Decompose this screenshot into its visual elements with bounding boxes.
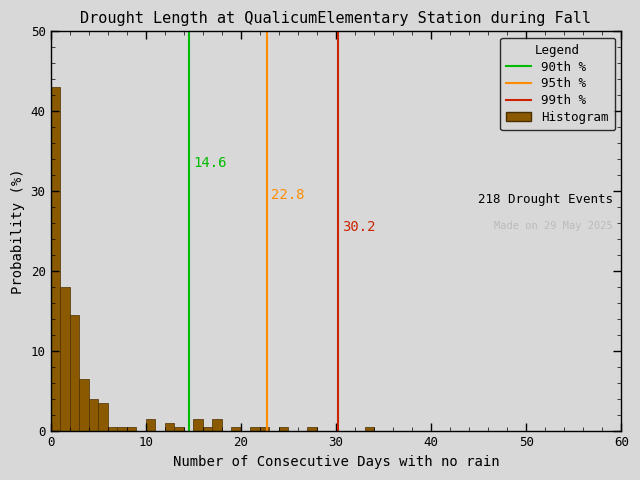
Bar [51, 87, 60, 432]
Title: Drought Length at QualicumElementary Station during Fall: Drought Length at QualicumElementary Sta… [81, 11, 591, 26]
Bar [79, 380, 88, 432]
Y-axis label: Probability (%): Probability (%) [11, 168, 25, 294]
Bar [127, 428, 136, 432]
Bar [164, 423, 174, 432]
Bar [108, 428, 117, 432]
Bar [193, 420, 203, 432]
Bar [174, 428, 184, 432]
Legend: 90th %, 95th %, 99th %, Histogram: 90th %, 95th %, 99th %, Histogram [500, 38, 615, 130]
Text: Made on 29 May 2025: Made on 29 May 2025 [494, 221, 613, 231]
Text: 30.2: 30.2 [342, 220, 375, 234]
Text: 14.6: 14.6 [193, 156, 227, 170]
Bar [117, 428, 127, 432]
Bar [279, 428, 289, 432]
Bar [212, 420, 222, 432]
Bar [307, 428, 317, 432]
Bar [203, 428, 212, 432]
Bar [60, 288, 70, 432]
Bar [70, 315, 79, 432]
Bar [260, 428, 269, 432]
Text: 218 Drought Events: 218 Drought Events [478, 193, 613, 206]
Bar [146, 420, 155, 432]
Text: 22.8: 22.8 [271, 189, 305, 203]
Bar [250, 428, 260, 432]
X-axis label: Number of Consecutive Days with no rain: Number of Consecutive Days with no rain [173, 455, 499, 469]
Bar [98, 404, 108, 432]
Bar [365, 428, 374, 432]
Bar [231, 428, 241, 432]
Bar [88, 399, 98, 432]
